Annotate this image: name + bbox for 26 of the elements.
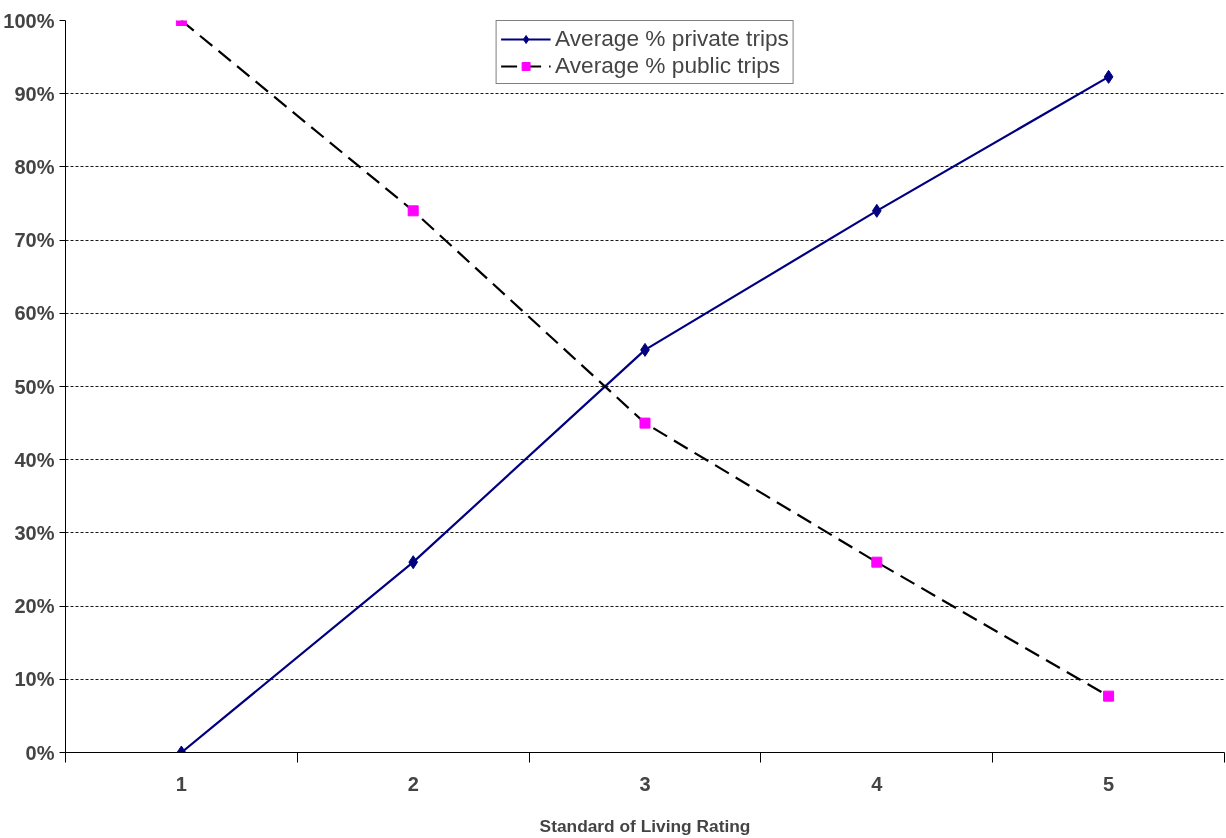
legend-label: Average % public trips bbox=[555, 52, 781, 79]
x-tick-label: 5 bbox=[1103, 772, 1115, 795]
point bbox=[871, 203, 882, 218]
x-tick-label: 2 bbox=[407, 772, 419, 795]
point bbox=[407, 205, 419, 217]
point bbox=[1103, 690, 1115, 702]
x-axis-title: Standard of Living Rating bbox=[539, 815, 751, 836]
y-tick-label: 50% bbox=[14, 375, 55, 398]
y-tick-label: 80% bbox=[14, 155, 55, 178]
x-tick-label: 3 bbox=[639, 772, 651, 795]
y-tick-label: 20% bbox=[14, 595, 55, 618]
y-tick-label: 30% bbox=[14, 521, 55, 544]
y-tick-label: 0% bbox=[25, 741, 55, 764]
point bbox=[871, 556, 883, 568]
y-tick-label: 90% bbox=[14, 82, 55, 105]
y-tick-label: 10% bbox=[14, 668, 55, 691]
y-tick-label: 40% bbox=[14, 448, 55, 471]
y-tick-label: 70% bbox=[14, 229, 55, 252]
point bbox=[639, 417, 651, 429]
y-tick-label: 100% bbox=[3, 9, 55, 32]
x-tick-label: 1 bbox=[175, 772, 187, 795]
x-tick-label: 4 bbox=[871, 772, 884, 795]
point bbox=[408, 555, 419, 570]
y-tick-label: 60% bbox=[14, 302, 55, 325]
legend-label: Average % private trips bbox=[555, 25, 789, 52]
point bbox=[1103, 69, 1114, 84]
